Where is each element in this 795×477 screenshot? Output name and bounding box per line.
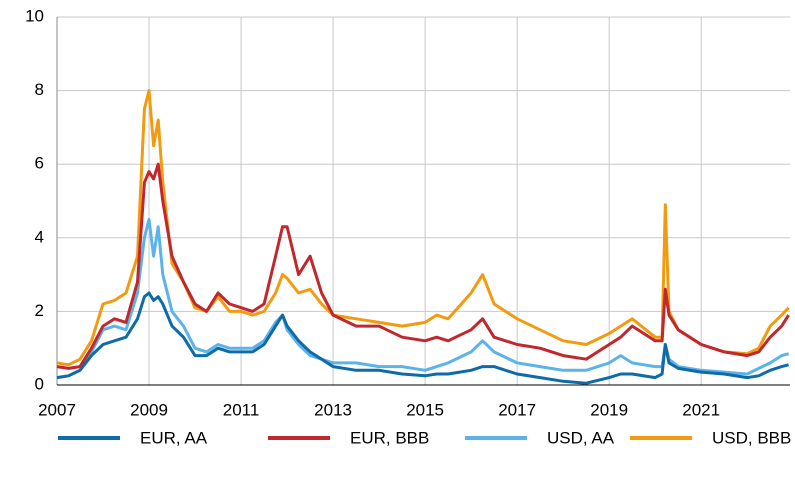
y-tick-label: 4 bbox=[35, 227, 44, 246]
y-tick-label: 0 bbox=[35, 374, 44, 393]
legend-label: USD, AA bbox=[547, 428, 615, 447]
y-tick-label: 6 bbox=[35, 154, 44, 173]
x-tick-label: 2015 bbox=[406, 400, 444, 419]
x-tick-label: 2021 bbox=[682, 400, 720, 419]
y-tick-label: 10 bbox=[25, 6, 44, 25]
series-line bbox=[56, 291, 789, 385]
x-tick-label: 2013 bbox=[314, 400, 352, 419]
y-tick-label: 2 bbox=[35, 301, 44, 320]
x-tick-label: 2011 bbox=[223, 400, 260, 419]
x-tick-label: 2007 bbox=[38, 400, 76, 419]
x-tick-label: 2009 bbox=[130, 400, 168, 419]
legend-label: EUR, AA bbox=[140, 428, 208, 447]
series-line bbox=[56, 217, 789, 380]
x-tick-label: 2017 bbox=[498, 400, 536, 419]
legend-label: EUR, BBB bbox=[350, 428, 429, 447]
legend-label: USD, BBB bbox=[712, 428, 791, 447]
x-tick-label: 2019 bbox=[590, 400, 628, 419]
y-tick-label: 8 bbox=[35, 80, 44, 99]
series-line bbox=[56, 162, 790, 370]
